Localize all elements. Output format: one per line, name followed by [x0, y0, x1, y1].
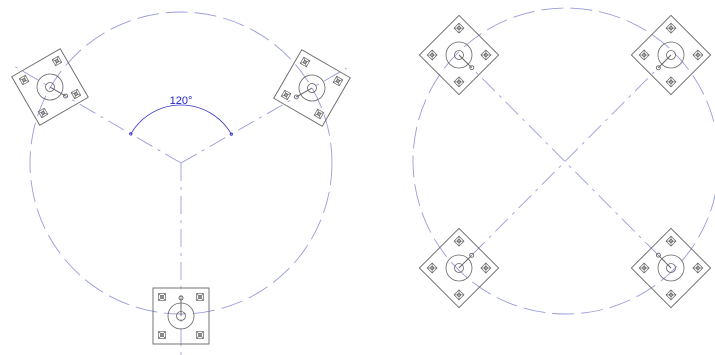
- center-hole: [45, 82, 55, 92]
- mounting-plate-right-4: [630, 227, 712, 309]
- anchor-bolt-icon: [665, 76, 677, 88]
- angle-label: 120°: [170, 95, 193, 107]
- angle-dimension: 120°: [129, 95, 233, 136]
- anchor-bolt-icon: [158, 293, 166, 301]
- anchor-bolt-icon: [638, 49, 650, 61]
- mounting-plate-right-3: [418, 227, 500, 309]
- base-plate-outline: [152, 287, 210, 345]
- radial-stub: [49, 86, 69, 99]
- anchor-bolt-icon: [480, 49, 492, 61]
- right-bolt-circle: [412, 7, 715, 315]
- base-plate-outline: [273, 49, 351, 127]
- anchor-bolt-icon: [453, 76, 465, 88]
- four-mount-layout: [412, 7, 715, 315]
- mounting-plate-left-3: [152, 287, 210, 345]
- anchor-bolt-icon: [453, 22, 465, 34]
- anchor-bolt-icon: [18, 74, 30, 86]
- base-plate-outline: [630, 14, 712, 96]
- anchor-bolt-icon: [665, 289, 677, 301]
- anchor-bolt-icon: [280, 89, 292, 101]
- anchor-bolt-icon: [158, 331, 166, 339]
- anchor-bolt-icon: [453, 235, 465, 247]
- anchor-bolt-icon: [299, 56, 311, 68]
- anchor-bolt-icon: [196, 293, 204, 301]
- radial-stub: [655, 54, 672, 71]
- radial-stub: [458, 252, 475, 269]
- radial-stub: [293, 87, 313, 100]
- anchor-bolt-icon: [51, 55, 63, 67]
- angle-arc: [130, 104, 232, 135]
- column-ring: [36, 73, 64, 101]
- radial-stub: [178, 295, 184, 316]
- anchor-bolt-icon: [453, 289, 465, 301]
- three-mount-layout: 120°: [11, 11, 351, 355]
- anchor-bolt-icon: [480, 262, 492, 274]
- anchor-bolt-icon: [332, 75, 344, 87]
- center-hole: [307, 83, 317, 93]
- column-ring: [298, 74, 326, 102]
- anchor-bolt-icon: [37, 107, 49, 119]
- base-plate-outline: [630, 227, 712, 309]
- anchor-bolt-icon: [692, 49, 704, 61]
- mounting-plate-right-1: [418, 14, 500, 96]
- anchor-bolt-icon: [426, 262, 438, 274]
- mounting-plate-left-2: [273, 49, 351, 127]
- radial-stub: [655, 252, 672, 269]
- diagonal-centerline: [458, 54, 672, 269]
- base-plate-outline: [11, 48, 89, 126]
- anchor-bolt-icon: [426, 49, 438, 61]
- mounting-plate-right-2: [630, 14, 712, 96]
- mounting-plate-left-1: [11, 48, 89, 126]
- anchor-bolt-icon: [665, 22, 677, 34]
- anchor-bolt-icon: [638, 262, 650, 274]
- anchor-bolt-icon: [70, 88, 82, 100]
- base-plate-outline: [418, 227, 500, 309]
- anchor-bolt-icon: [665, 235, 677, 247]
- radial-stub: [458, 54, 475, 71]
- anchor-bolt-icon: [196, 331, 204, 339]
- anchor-bolt-icon: [313, 108, 325, 120]
- anchor-bolt-icon: [692, 262, 704, 274]
- base-plate-outline: [418, 14, 500, 96]
- diagonal-centerline: [458, 54, 672, 269]
